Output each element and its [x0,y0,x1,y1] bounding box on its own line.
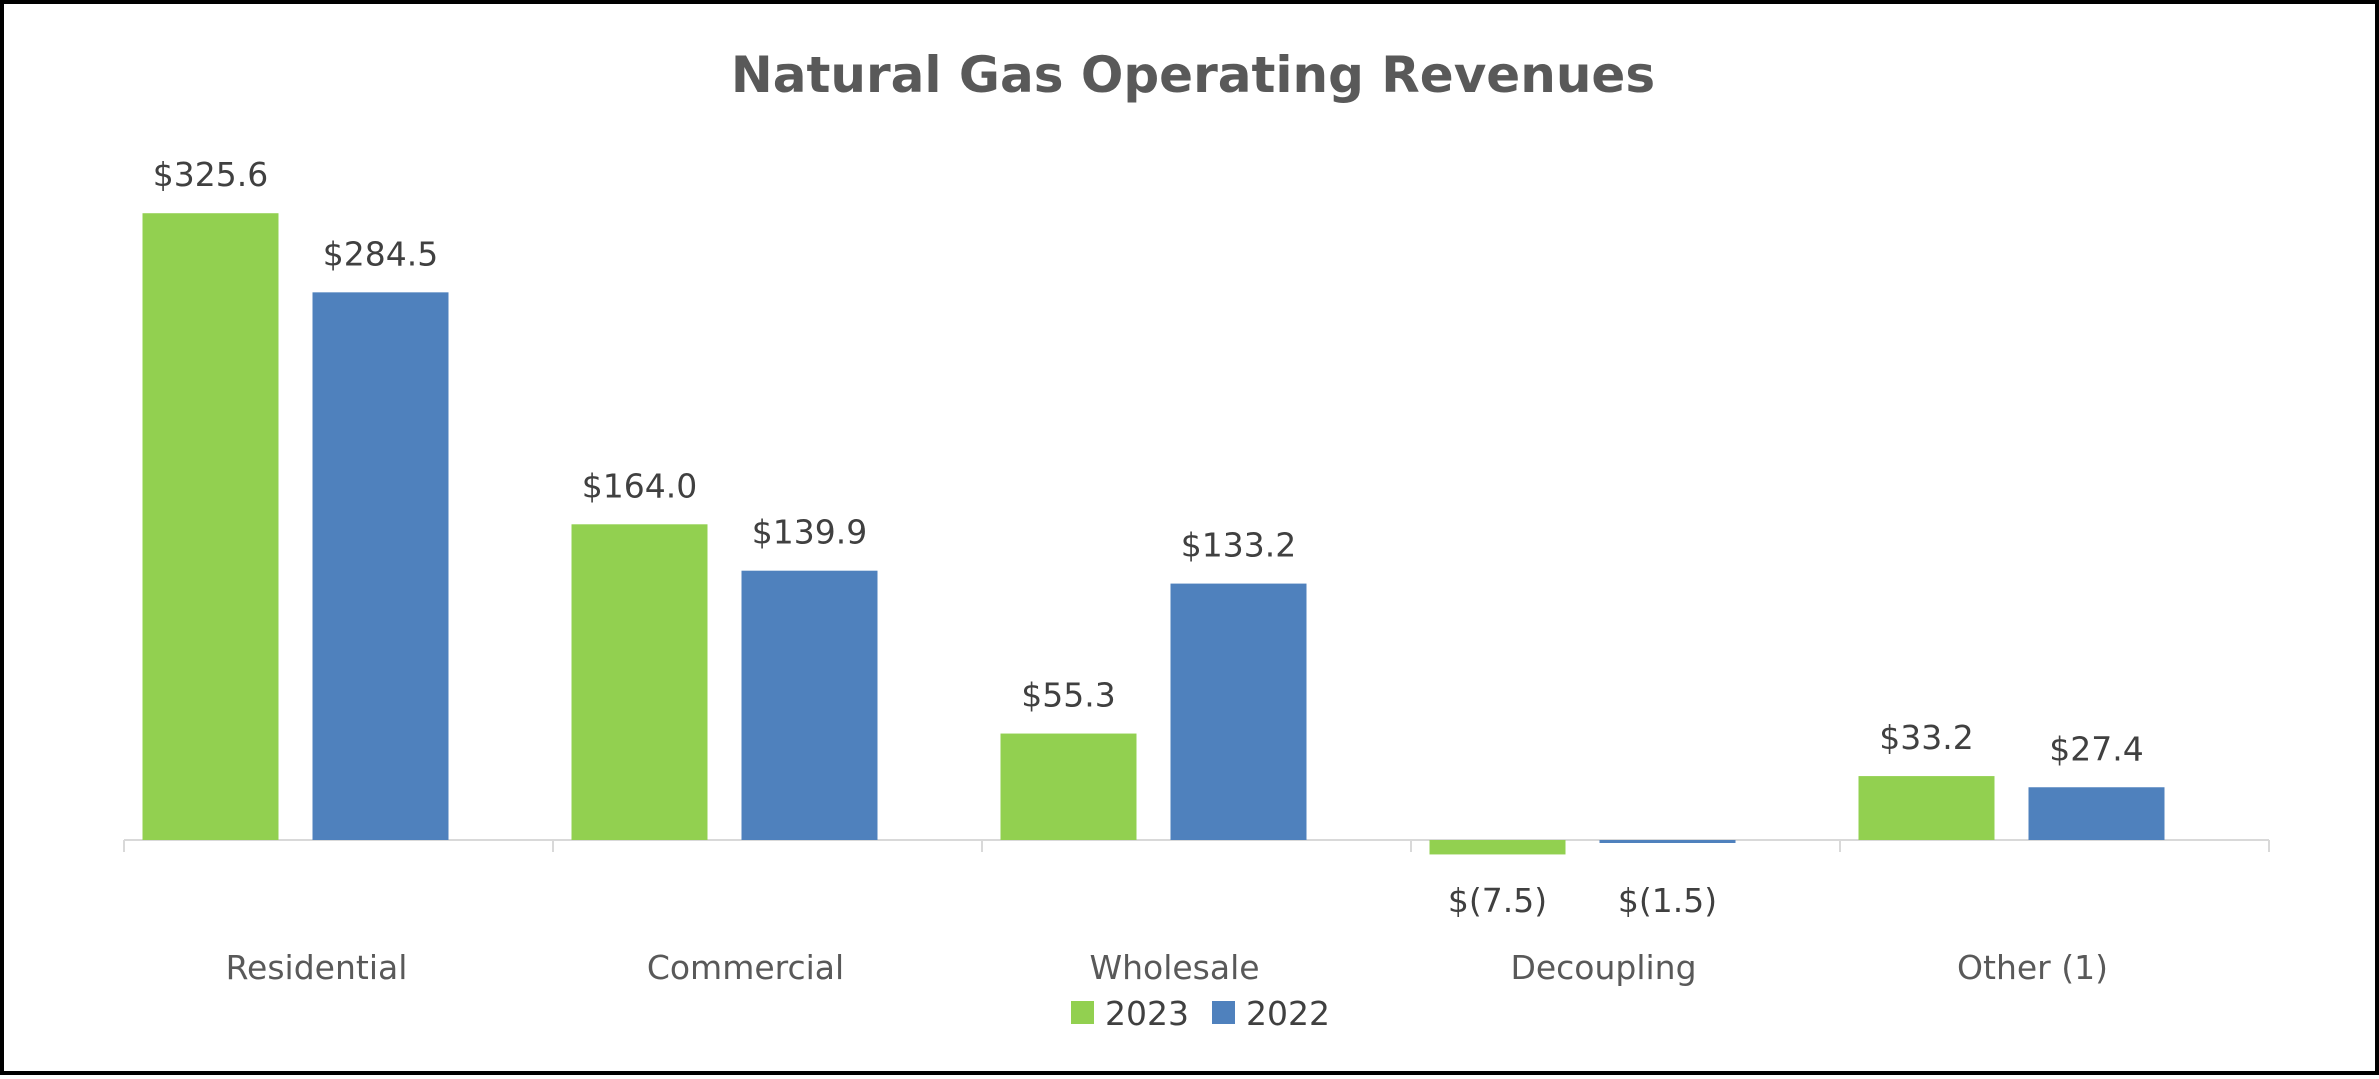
bar-2022-other-1 [2028,787,2165,840]
category-label: Residential [226,948,408,987]
category-label: Commercial [647,948,844,987]
bar-2022-commercial [741,570,878,840]
legend-label-2023: 2023 [1105,994,1189,1033]
data-label: $139.9 [752,513,867,552]
legend-swatch-2023 [1071,1001,1094,1024]
bar-chart: Natural Gas Operating Revenues $325.6 $28… [123,46,2270,1033]
bar-2023-decoupling [1429,840,1566,855]
bar-2023-wholesale [1000,733,1137,840]
data-label: $55.3 [1021,676,1115,715]
data-label: $164.0 [582,466,697,505]
x-axis [123,839,2270,852]
data-labels: $325.6 $284.5 $164.0 $139.9 $55.3 $133.2 $(7.5… [153,155,2144,920]
legend-swatch-2022 [1212,1001,1235,1024]
category-label: Other (1) [1957,948,2108,987]
category-label: Wholesale [1089,948,1259,987]
chart-title: Natural Gas Operating Revenues [731,46,1655,104]
bar-2023-residential [142,213,279,841]
data-label: $33.2 [1879,718,1973,757]
category-labels: Residential Commercial Wholesale Decoupling… [226,948,2108,987]
bar-2023-other-1 [1858,776,1995,840]
data-label: $325.6 [153,155,268,194]
bar-2022-residential [312,292,449,840]
bars [142,213,2165,855]
data-label: $(7.5) [1448,881,1547,920]
data-label: $27.4 [2049,729,2143,768]
bar-2023-commercial [571,524,708,840]
legend-label-2022: 2022 [1246,994,1330,1033]
data-label: $284.5 [323,234,438,273]
bar-2022-wholesale [1170,583,1307,840]
data-label: $133.2 [1181,526,1296,565]
data-label: $(1.5) [1618,881,1717,920]
legend: 2023 2022 [1071,994,1330,1033]
bar-2022-decoupling [1599,840,1736,843]
category-label: Decoupling [1510,948,1696,987]
